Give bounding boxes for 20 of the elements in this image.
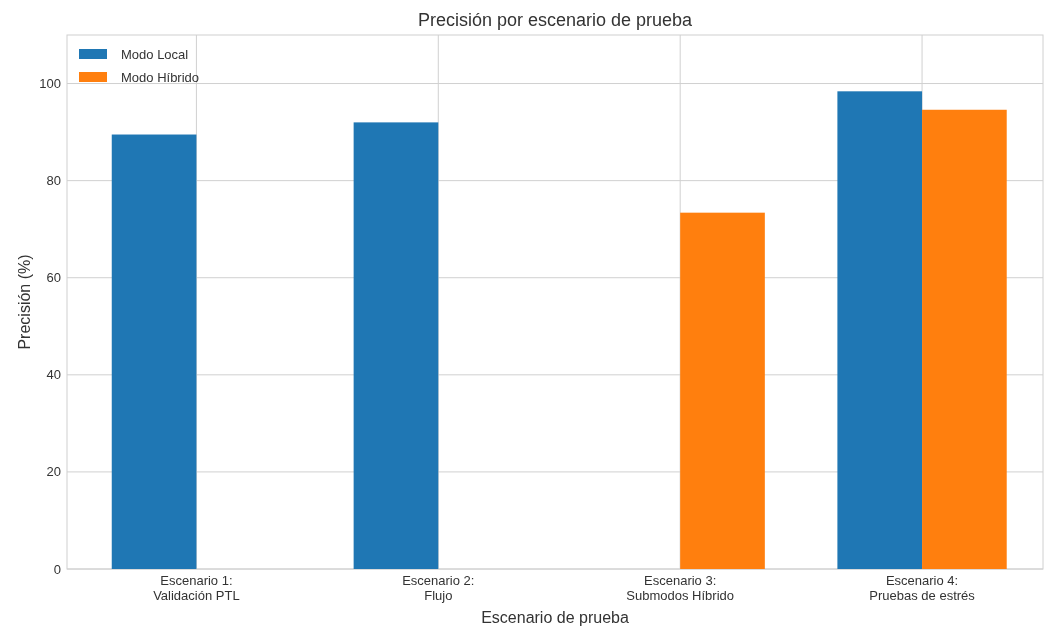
bar: [111, 134, 197, 569]
x-tick-label: Escenario 2: Flujo: [402, 573, 475, 603]
legend-label: Modo Local: [121, 46, 189, 62]
chart-title: Precisión por escenario de prueba: [417, 10, 694, 30]
legend-label: Modo Híbrido: [121, 69, 200, 85]
bar: [680, 212, 765, 569]
y-tick-label: 20: [46, 464, 61, 480]
bar: [837, 91, 923, 569]
x-tick-label: Escenario 3: Submodos Híbrido: [626, 573, 735, 603]
x-tick-label: Escenario 4: Pruebas de estrés: [869, 573, 976, 603]
bar: [353, 122, 439, 569]
x-axis-title: Escenario de prueba: [481, 609, 629, 626]
y-tick-label: 60: [46, 270, 61, 286]
y-tick-label: 40: [46, 367, 61, 383]
y-tick-label: 80: [46, 173, 61, 189]
y-tick-label: 100: [39, 76, 61, 92]
bar: [922, 109, 1007, 569]
y-axis-title: Precisión (%): [16, 254, 33, 350]
y-tick-label: 0: [53, 561, 61, 577]
x-tick-label: Escenario 1: Validación PTL: [153, 573, 240, 603]
